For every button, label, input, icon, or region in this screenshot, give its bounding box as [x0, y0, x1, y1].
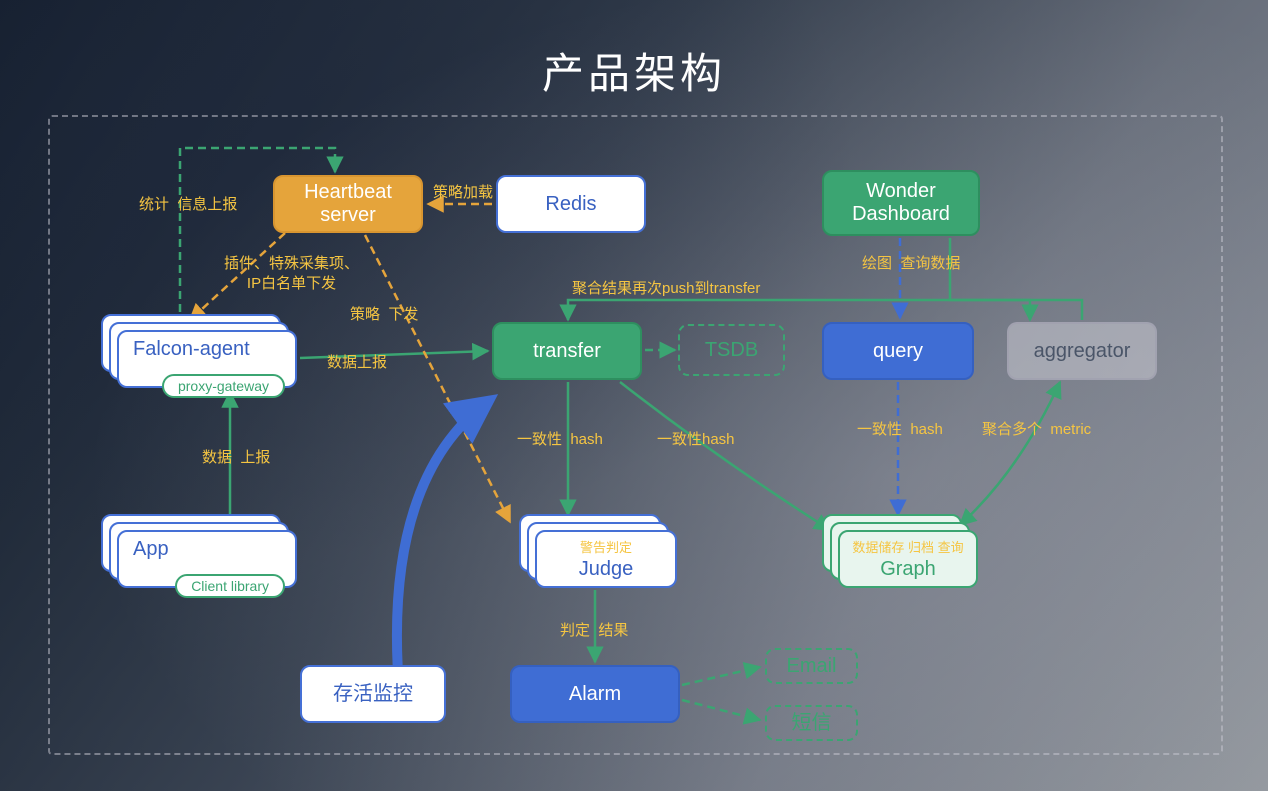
node-graph-toplabel: 数据储存 归档 查询 [852, 537, 963, 556]
edge-label-data_report1: 数据上报 [327, 353, 387, 373]
node-aggregator: aggregator [1007, 322, 1157, 380]
edge-label-judge_result: 判定 结果 [560, 621, 628, 641]
edge-label-agg_metric: 聚合多个 metric [982, 420, 1091, 440]
node-graph: 数据储存 归档 查询 Graph [838, 530, 978, 588]
node-falcon-badge: proxy-gateway [162, 374, 285, 398]
node-falcon-label: Falcon-agent [133, 338, 250, 361]
node-query: query [822, 322, 974, 380]
node-tsdb: TSDB [678, 324, 785, 376]
node-redis: Redis [496, 175, 646, 233]
node-wonder: Wonder Dashboard [822, 170, 980, 236]
node-query-label: query [873, 340, 923, 363]
node-alarm: Alarm [510, 665, 680, 723]
node-transfer: transfer [492, 322, 642, 380]
node-graph-label: Graph [880, 558, 936, 581]
edge-label-consist_hash3: 一致性 hash [857, 420, 943, 440]
edge-label-render_query: 绘图 查询数据 [862, 254, 960, 274]
node-alarm-label: Alarm [569, 683, 621, 706]
node-sms: 短信 [765, 705, 858, 741]
node-judge-label: Judge [579, 558, 634, 581]
edge-label-push_again: 聚合结果再次push到transfer [572, 279, 760, 299]
node-app-label: App [133, 538, 169, 561]
node-survive-label: 存活监控 [333, 683, 413, 706]
node-aggregator-label: aggregator [1034, 340, 1131, 363]
edge-label-policy_load: 策略加载 [433, 183, 493, 203]
edge-label-plugin_special: 插件、特殊采集项、 IP白名单下发 [224, 254, 359, 293]
node-judge-toplabel: 警告判定 [580, 537, 632, 556]
node-redis-label: Redis [545, 193, 596, 216]
node-transfer-label: transfer [533, 340, 601, 363]
node-wonder-label: Wonder Dashboard [852, 180, 950, 226]
node-survive: 存活监控 [300, 665, 446, 723]
node-judge: 警告判定 Judge [535, 530, 677, 588]
edge-label-policy_issue: 策略 下发 [350, 305, 418, 325]
edge-label-stats_report: 统计 信息上报 [139, 195, 237, 215]
node-email: Email [765, 648, 858, 684]
node-app-badge: Client library [175, 574, 285, 598]
node-app: AppClient library [117, 530, 297, 588]
edge-label-consist_hash1: 一致性 hash [517, 430, 603, 450]
node-heartbeat-label: Heartbeat server [304, 181, 392, 227]
node-email-label: Email [786, 655, 836, 678]
node-tsdb-label: TSDB [705, 339, 758, 362]
edge-label-data_report2: 数据 上报 [202, 448, 270, 468]
edge-label-consist_hash2: 一致性hash [657, 430, 735, 450]
diagram-title: 产品架构 [542, 40, 726, 101]
node-falcon: Falcon-agentproxy-gateway [117, 330, 297, 388]
node-sms-label: 短信 [792, 712, 832, 735]
node-heartbeat: Heartbeat server [273, 175, 423, 233]
